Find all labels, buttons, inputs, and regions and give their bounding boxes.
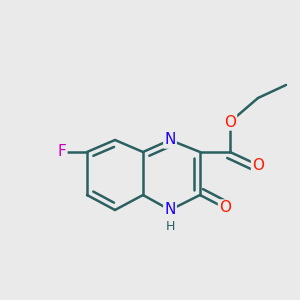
Text: N: N	[164, 133, 176, 148]
Text: O: O	[224, 115, 236, 130]
Text: F: F	[58, 145, 66, 160]
Text: O: O	[219, 200, 231, 215]
Text: O: O	[252, 158, 264, 172]
Text: N: N	[164, 202, 176, 217]
Text: H: H	[165, 220, 175, 233]
